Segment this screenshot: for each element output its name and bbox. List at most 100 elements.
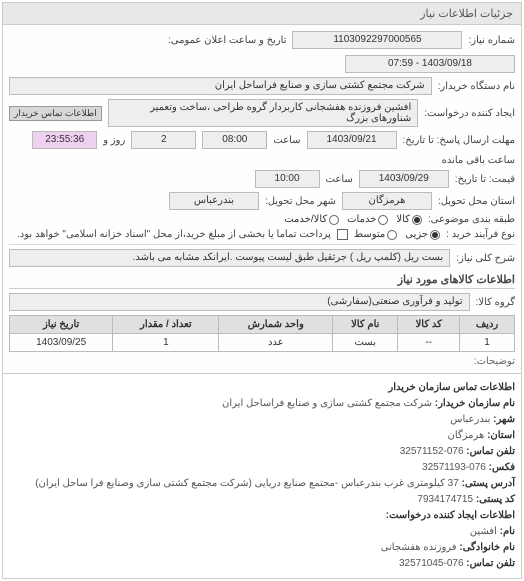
table-row: 1 -- بست عدد 1 1403/09/25 [10, 334, 515, 352]
postaddr-value: 37 کیلومتری غرب بندرعباس -مجتمع صنایع در… [35, 478, 459, 489]
phone-label: تلفن تماس: [466, 446, 515, 457]
postaddr-label: آدرس پستی: [462, 478, 515, 489]
need-number-value: 1103092297000565 [292, 31, 462, 49]
phone2-label: تلفن تماس: [466, 558, 515, 569]
radio-dot-icon [430, 230, 440, 240]
cell-name: بست [333, 334, 398, 352]
name-value: افشین [470, 526, 497, 537]
cell-qty: 1 [113, 334, 219, 352]
col-row: ردیف [460, 316, 515, 334]
goods-group-label: گروه کالا: [476, 297, 515, 308]
radio-kalakhedmat[interactable]: کالا/خدمت [284, 214, 339, 225]
col-code: کد کالا [398, 316, 460, 334]
pay-note: پرداخت تماما یا بخشی از مبلغ خرید،از محل… [17, 229, 331, 240]
city-value: بندرعباس [450, 414, 490, 425]
group-radio-group: کالا خدمات کالا/خدمت [284, 214, 422, 225]
lname-label: نام خانوادگی: [459, 542, 515, 553]
col-name: نام کالا [333, 316, 398, 334]
panel-body: شماره نیاز: 1103092297000565 تاریخ و ساع… [3, 25, 521, 373]
postcode-value: 7934174715 [417, 494, 473, 505]
org-value: شرکت مجتمع کشتی سازی و صنایع فراساحل ایر… [222, 398, 432, 409]
buyer-org-label: نام دستگاه خریدار: [438, 81, 515, 92]
city-label: شهر: [493, 414, 515, 425]
buyer-contact-button[interactable]: اطلاعات تماس خریدار [9, 106, 102, 121]
radio-dot-icon [329, 215, 339, 225]
row-delivery: استان محل تحویل: هرمزگان شهر محل تحویل: … [9, 192, 515, 210]
remain-days-label: روز و [103, 135, 125, 146]
main-panel: جزئیات اطلاعات نیاز شماره نیاز: 11030922… [2, 2, 522, 579]
state-label: استان: [487, 430, 515, 441]
table-header-row: ردیف کد کالا نام کالا واحد شمارش تعداد /… [10, 316, 515, 334]
cell-unit: عدد [219, 334, 333, 352]
phone2-value: 076-32571045 [399, 558, 464, 569]
radio-khadamat-label: خدمات [347, 214, 376, 225]
lname-value: فروزنده هفشجانی [381, 542, 457, 553]
radio-kala[interactable]: کالا [396, 214, 422, 225]
fax-label: فکس: [489, 462, 515, 473]
treasury-checkbox[interactable] [337, 229, 348, 240]
deadline-date: 1403/09/21 [307, 131, 397, 149]
row-number: شماره نیاز: 1103092297000565 تاریخ و ساع… [9, 31, 515, 73]
pay-radio-group: جزیی متوسط [354, 229, 440, 240]
cell-row: 1 [460, 334, 515, 352]
announce-value: 1403/09/18 - 07:59 [345, 55, 515, 73]
contact-section2-title: اطلاعات ایجاد کننده درخواست: [386, 510, 515, 521]
separator [9, 244, 515, 245]
delivery-city: بندرعباس [169, 192, 259, 210]
radio-partial-label: جزیی [405, 229, 428, 240]
radio-kalakhedmat-label: کالا/خدمت [284, 214, 327, 225]
row-buyer: نام دستگاه خریدار: شرکت مجتمع کشتی سازی … [9, 77, 515, 95]
col-qty: تعداد / مقدار [113, 316, 219, 334]
radio-khadamat[interactable]: خدمات [347, 214, 388, 225]
delivery-state-label: استان محل تحویل: [438, 196, 515, 207]
contact-section: اطلاعات تماس سازمان خریدار نام سازمان خر… [3, 373, 521, 578]
desc-label: شرح کلی نیاز: [456, 253, 515, 264]
row-group: طبقه بندی موضوعی: کالا خدمات کالا/خدمت [9, 214, 515, 225]
announce-label: تاریخ و ساعت اعلان عمومی: [168, 35, 287, 46]
delivery-state: هرمزگان [342, 192, 432, 210]
contact-section1-title: اطلاعات تماس سازمان خریدار [388, 382, 515, 393]
remain-time-label: ساعت باقی مانده [442, 155, 515, 166]
radio-dot-icon [387, 230, 397, 240]
col-unit: واحد شمارش [219, 316, 333, 334]
row-goods-group: گروه کالا: تولید و فرآوری صنعتی(سفارشی) [9, 293, 515, 311]
desc-value: بست ریل (کلمپ ریل ) جرثقیل طبق لیست پیوس… [9, 249, 450, 267]
remain-time: 23:55:36 [32, 131, 97, 149]
radio-dot-icon [412, 215, 422, 225]
extra-label: توضیحات: [9, 356, 515, 367]
org-label: نام سازمان خریدار: [435, 398, 515, 409]
panel-title: جزئیات اطلاعات نیاز [3, 3, 521, 25]
row-price-date: قیمت: تا تاریخ: 1403/09/29 ساعت 10:00 [9, 170, 515, 188]
phone-value: 076-32571152 [400, 446, 464, 457]
requester-value: افشین فروزنده هفشجانی کاربردار گروه طراح… [108, 99, 419, 127]
radio-medium-label: متوسط [354, 229, 385, 240]
buyer-org-value: شرکت مجتمع کشتی سازی و صنایع فراساحل ایر… [9, 77, 432, 95]
state-value: هرمزگان [447, 430, 484, 441]
goods-section-title: اطلاعات کالاهای مورد نیاز [9, 273, 515, 289]
fax-value: 076-32571193 [422, 462, 486, 473]
radio-medium[interactable]: متوسط [354, 229, 397, 240]
goods-table: ردیف کد کالا نام کالا واحد شمارش تعداد /… [9, 315, 515, 352]
radio-kala-label: کالا [396, 214, 410, 225]
row-deadline: مهلت ارسال پاسخ: تا تاریخ: 1403/09/21 سا… [9, 131, 515, 166]
requester-label: ایجاد کننده درخواست: [424, 108, 515, 119]
price-date: 1403/09/29 [359, 170, 449, 188]
deadline-time-label: ساعت [273, 135, 300, 146]
price-time: 10:00 [255, 170, 320, 188]
postcode-label: کد پستی: [476, 494, 515, 505]
deadline-time: 08:00 [202, 131, 267, 149]
deadline-label: مهلت ارسال پاسخ: تا تاریخ: [403, 135, 515, 146]
price-date-label: قیمت: تا تاریخ: [455, 174, 515, 185]
row-requester: ایجاد کننده درخواست: افشین فروزنده هفشجا… [9, 99, 515, 127]
radio-partial[interactable]: جزیی [405, 229, 440, 240]
radio-dot-icon [378, 215, 388, 225]
price-time-label: ساعت [326, 174, 353, 185]
name-label: نام: [500, 526, 515, 537]
row-pay: نوع فرآیند خرید : جزیی متوسط پرداخت تمام… [9, 229, 515, 240]
remain-days: 2 [131, 131, 196, 149]
group-label: طبقه بندی موضوعی: [428, 214, 515, 225]
row-desc: شرح کلی نیاز: بست ریل (کلمپ ریل ) جرثقیل… [9, 249, 515, 267]
cell-code: -- [398, 334, 460, 352]
delivery-city-label: شهر محل تحویل: [265, 196, 336, 207]
cell-date: 1403/09/25 [10, 334, 113, 352]
